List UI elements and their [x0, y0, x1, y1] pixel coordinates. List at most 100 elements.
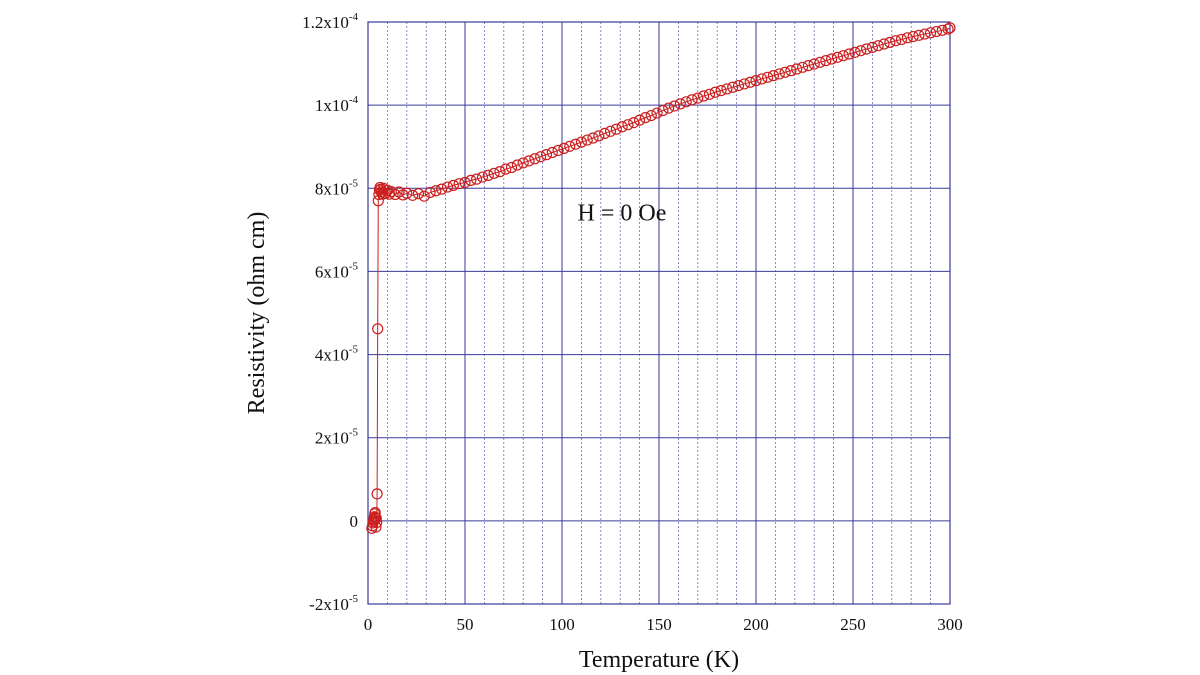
data-point: [488, 167, 500, 179]
data-point: [936, 24, 948, 36]
y-axis-title: Resistivity (ohm cm): [244, 212, 270, 415]
data-point: [593, 130, 605, 142]
x-tick-label: 300: [937, 615, 963, 634]
data-point: [371, 516, 383, 529]
minor-grid: [386, 22, 931, 604]
data-point: [546, 146, 558, 159]
data-point: [517, 157, 529, 169]
data-point: [808, 58, 820, 70]
data-point: [878, 38, 890, 50]
y-tick-label: 4x10-5: [315, 344, 359, 365]
data-point: [703, 88, 716, 100]
data-points: [366, 22, 956, 534]
data-point: [895, 33, 908, 46]
data-point: [738, 78, 750, 90]
data-point: [385, 186, 397, 198]
x-tick-labels: 0 50 100 150 200 250 300: [364, 615, 963, 634]
data-point: [447, 179, 459, 191]
data-point: [721, 83, 733, 95]
data-point: [785, 65, 797, 77]
y-tick-label: 6x10-5: [315, 260, 359, 281]
data-point: [802, 60, 814, 72]
data-point: [401, 187, 413, 199]
data-point: [393, 186, 405, 198]
data-point: [412, 188, 425, 200]
data-point: [371, 488, 383, 500]
data-point: [668, 100, 681, 112]
data-point: [831, 51, 844, 63]
data-point: [370, 512, 382, 524]
data-point: [459, 176, 471, 189]
data-point: [476, 171, 489, 183]
data-point: [453, 178, 465, 190]
data-point: [622, 119, 634, 131]
data-point: [942, 23, 954, 35]
data-point: [727, 81, 739, 93]
data-point: [581, 134, 593, 146]
plot-frame: [367, 21, 951, 605]
data-point: [436, 183, 448, 195]
data-point: [796, 61, 809, 73]
data-point: [511, 159, 523, 171]
x-tick-label: 200: [743, 615, 769, 634]
data-point: [907, 30, 919, 43]
data-point: [814, 56, 826, 68]
data-point: [791, 63, 803, 75]
field-annotation: H = 0 Oe: [578, 200, 667, 226]
data-point: [767, 70, 780, 82]
data-point: [820, 55, 832, 67]
data-point: [540, 149, 553, 161]
data-point: [837, 50, 849, 62]
data-point: [587, 132, 599, 144]
data-point: [482, 169, 494, 181]
x-tick-label: 50: [457, 615, 474, 634]
data-point: [552, 144, 564, 157]
y-tick-label: 2x10-5: [315, 427, 359, 448]
data-point: [558, 142, 570, 154]
data-point: [535, 151, 547, 163]
data-point: [773, 68, 785, 80]
y-tick-label: 0: [350, 512, 359, 531]
data-point: [494, 166, 506, 178]
data-point: [441, 181, 454, 193]
data-point: [680, 96, 692, 108]
data-point: [651, 107, 663, 119]
data-point: [599, 127, 611, 140]
data-point: [500, 163, 512, 175]
data-point: [569, 138, 582, 150]
data-point: [849, 46, 861, 58]
data-point: [424, 186, 436, 199]
data-point: [919, 28, 931, 40]
data-point: [465, 174, 477, 186]
x-tick-label: 150: [646, 615, 672, 634]
data-point: [913, 29, 925, 41]
x-tick-label: 100: [549, 615, 575, 634]
y-tick-labels: -2x10-5 0 2x10-5 4x10-5 6x10-5 8x10-5 1x10-4 1.…: [302, 11, 358, 614]
data-point: [756, 73, 768, 85]
data-point: [860, 43, 873, 55]
data-point: [645, 109, 657, 122]
data-point: [930, 25, 943, 38]
data-point: [750, 75, 762, 87]
y-tick-label: 1x10-4: [315, 94, 359, 115]
data-point: [732, 79, 745, 92]
data-point: [779, 66, 791, 78]
data-point: [674, 98, 686, 110]
x-tick-label: 250: [840, 615, 866, 634]
data-point: [523, 155, 535, 167]
data-point: [872, 40, 884, 52]
major-grid: [368, 22, 950, 604]
data-point: [604, 125, 617, 137]
x-axis-title: Temperature (K): [579, 647, 739, 673]
y-tick-label: -2x10-5: [309, 593, 358, 614]
data-point: [564, 140, 576, 152]
data-point: [692, 92, 704, 104]
data-point: [616, 121, 628, 133]
data-point: [633, 114, 646, 126]
data-point: [709, 86, 721, 98]
y-tick-label: 1.2x10-4: [302, 11, 358, 32]
data-point: [944, 22, 956, 34]
data-point: [407, 189, 419, 201]
data-point: [370, 521, 382, 533]
